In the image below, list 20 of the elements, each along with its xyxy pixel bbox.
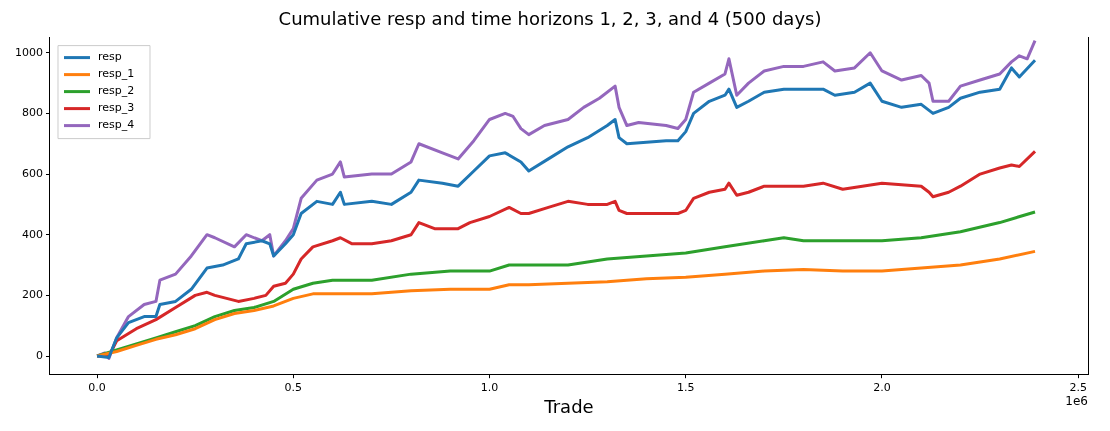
y-tick-label: 400 — [21, 227, 43, 241]
y-tick-label: 600 — [21, 166, 43, 180]
x-tick-label: 0.5 — [284, 380, 303, 394]
y-tick-label: 800 — [21, 106, 43, 120]
x-axis-title: Trade — [543, 395, 594, 417]
x-tick-label: 0.0 — [88, 380, 106, 394]
x-tick-label: 1.5 — [677, 380, 695, 394]
legend-label: resp_4 — [97, 118, 135, 132]
chart-title: Cumulative resp and time horizons 1, 2, 3, and 4 (500 days) — [278, 8, 822, 30]
legend-label: resp_3 — [97, 101, 135, 115]
y-tick-label: 200 — [21, 288, 43, 302]
y-tick-label: 0 — [35, 348, 43, 362]
legend-label: resp — [97, 50, 122, 64]
legend-label: resp_1 — [97, 67, 135, 81]
x-tick-label: 2.5 — [1069, 380, 1087, 394]
y-tick-label: 1000 — [14, 45, 43, 59]
x-tick-label: 2.0 — [873, 380, 891, 394]
text: 1e6 — [1065, 394, 1088, 409]
x-tick-label: 1.0 — [480, 380, 499, 394]
legend-label: resp_2 — [97, 84, 135, 98]
